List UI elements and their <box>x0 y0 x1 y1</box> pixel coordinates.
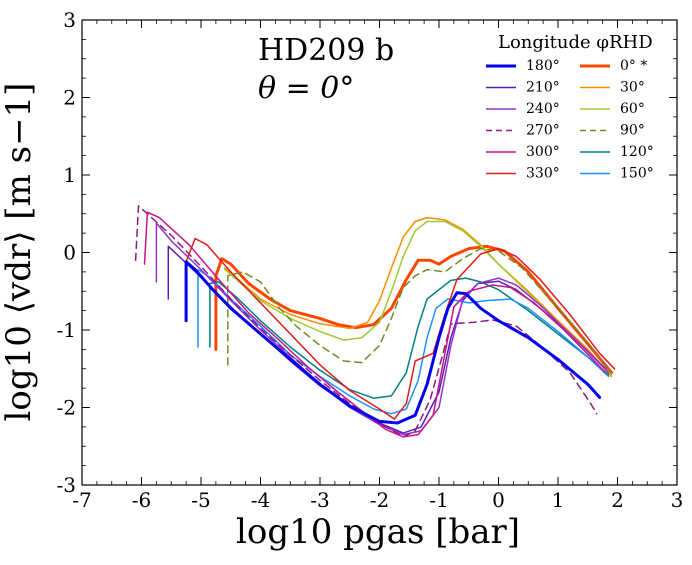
series-line-30 <box>224 216 613 378</box>
series-line-270 <box>134 205 598 438</box>
x-tick-labels: -7 -6 -5 -4 -3 -2 -1 0 1 2 3 <box>72 488 683 512</box>
series-line-150 <box>197 268 610 415</box>
legend-label-150: 150° <box>620 166 654 182</box>
y-axis-label: log10 ⟨vdr⟩ [m s−1] <box>0 83 39 422</box>
theta-annotation: θ = 0° <box>258 71 354 106</box>
series-line-0star <box>214 244 613 375</box>
series-line-240 <box>155 222 610 436</box>
series-line-60 <box>224 220 613 376</box>
x-tick-label: 1 <box>552 488 565 512</box>
legend-label-270: 270° <box>526 123 560 139</box>
x-tick-label: 3 <box>671 488 684 512</box>
legend-label-210: 210° <box>526 80 560 96</box>
x-tick-label: 2 <box>611 488 624 512</box>
legend-title: Longitude φRHD <box>498 32 653 53</box>
legend-label-240: 240° <box>526 101 560 117</box>
legend-label-30: 30° <box>620 80 645 96</box>
legend-label-90: 90° <box>620 123 645 139</box>
y-tick-labels: -3 -2 -1 0 1 2 3 <box>57 8 76 497</box>
legend-label-0star: 0° * <box>620 58 647 74</box>
series-line-330 <box>185 237 616 420</box>
plot-frame <box>81 19 678 486</box>
x-tick-label: 0 <box>492 488 505 512</box>
legend-label-120: 120° <box>620 144 654 160</box>
x-axis-label: log10 pgas [bar] <box>236 512 520 552</box>
chart-title: HD209 b <box>258 33 394 68</box>
x-tick-label: -5 <box>191 488 210 512</box>
y-tick-label: 0 <box>63 241 76 265</box>
y-tick-label: 1 <box>63 163 76 187</box>
legend: Longitude φRHD 180° 210° 240° 270° 300° 330° 0… <box>486 32 654 182</box>
plot-lines <box>134 205 616 438</box>
legend-label-330: 330° <box>526 166 560 182</box>
x-tick-label: -3 <box>310 488 329 512</box>
x-tick-label: -2 <box>370 488 389 512</box>
y-tick-label: -2 <box>57 396 76 420</box>
x-tick-label: -7 <box>72 488 91 512</box>
x-tick-label: -6 <box>132 488 151 512</box>
series-line-300 <box>143 211 607 438</box>
legend-label-300: 300° <box>526 144 560 160</box>
y-tick-label: 3 <box>63 8 76 32</box>
axis-ticks <box>81 19 678 486</box>
legend-label-60: 60° <box>620 101 645 117</box>
series-line-180 <box>184 260 602 425</box>
series-line-90 <box>227 247 613 374</box>
legend-label-180: 180° <box>526 58 560 74</box>
y-tick-label: 2 <box>63 86 76 110</box>
y-tick-label: -3 <box>57 473 76 497</box>
x-tick-label: -1 <box>429 488 448 512</box>
y-tick-label: -1 <box>57 318 76 342</box>
x-tick-label: -4 <box>251 488 270 512</box>
